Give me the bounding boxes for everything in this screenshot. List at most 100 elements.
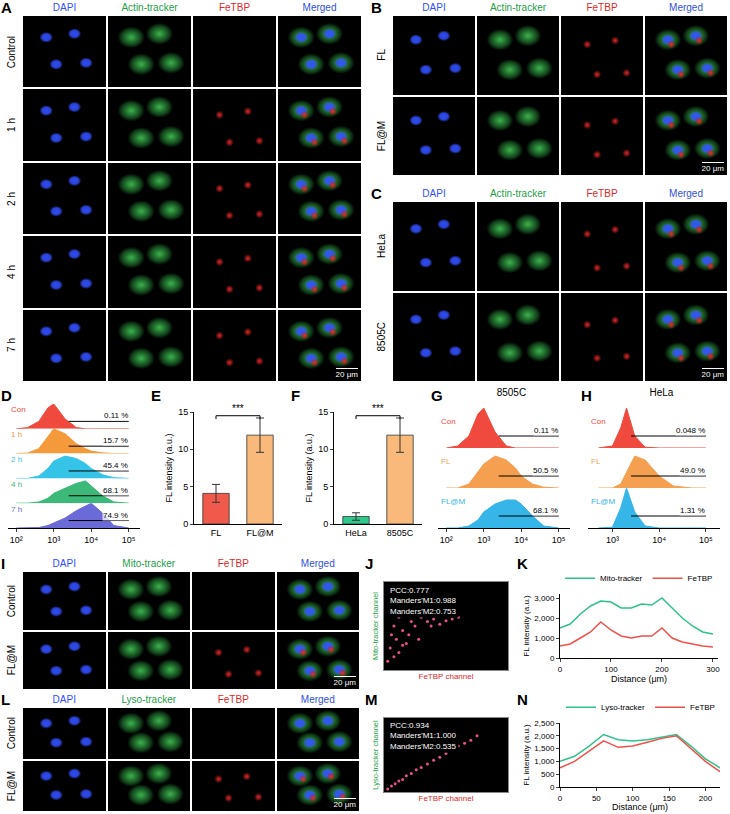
svg-text:68.1 %: 68.1 % [103,486,128,495]
svg-text:FeTBP channel: FeTBP channel [419,794,474,803]
svg-text:0: 0 [550,654,555,663]
svg-text:FL: FL [591,457,601,466]
svg-text:Mito-tracker channel: Mito-tracker channel [371,592,380,660]
html-text:FL@M: FL@M [375,120,387,151]
svg-text:200: 200 [699,794,713,803]
svg-text:10³: 10³ [47,535,60,545]
html-text:7 h: 7 h [5,338,17,353]
svg-text:0.11 %: 0.11 % [534,426,558,435]
svg-text:10⁵: 10⁵ [122,535,136,545]
svg-text:Lyso-tracker channel: Lyso-tracker channel [371,720,380,790]
svg-text:FeTBP: FeTBP [690,703,715,712]
html-text:1 h: 1 h [5,118,17,132]
svg-text:15.7 %: 15.7 % [103,436,128,445]
html-text:4 h: 4 h [5,264,17,279]
svg-text:2,000: 2,000 [534,614,555,623]
svg-text:***: *** [232,403,244,414]
svg-text:***: *** [372,403,384,414]
svg-text:150: 150 [662,794,676,803]
svg-text:10⁴: 10⁴ [652,535,666,545]
html-text:FL: FL [375,49,387,62]
svg-text:Lyso-tracker: Lyso-tracker [601,703,645,712]
svg-text:0.048 %: 0.048 % [676,426,705,435]
svg-text:10⁴: 10⁴ [514,535,528,545]
svg-text:2,000: 2,000 [534,732,555,741]
html-text:Control: Control [5,717,17,750]
svg-text:5: 5 [183,482,188,492]
svg-text:PCC:0.777Manders'M1:0.988Mande: PCC:0.777Manders'M1:0.988Manders'M2:0.75… [390,586,457,616]
svg-text:FL: FL [211,528,222,538]
html-text:Control: Control [5,35,17,68]
svg-text:1.31 %: 1.31 % [680,506,705,515]
svg-text:100: 100 [626,794,640,803]
svg-text:49.0 %: 49.0 % [680,466,705,475]
svg-text:5: 5 [323,482,328,492]
svg-text:10³: 10³ [477,535,490,545]
svg-text:0: 0 [558,794,563,803]
svg-text:0: 0 [550,783,555,792]
svg-text:0: 0 [558,665,563,674]
svg-text:45.4 %: 45.4 % [103,461,128,470]
svg-text:FL intensity (a.u.): FL intensity (a.u.) [522,595,531,657]
html-text:A: A [1,0,12,16]
svg-text:10⁵: 10⁵ [552,535,566,545]
svg-text:FL intensity (a.u.): FL intensity (a.u.) [522,724,531,786]
html-text:FL@M: FL@M [5,645,17,676]
svg-text:50.5 %: 50.5 % [533,466,558,475]
svg-text:Con: Con [591,417,606,426]
svg-text:200: 200 [655,665,669,674]
html-text:HeLa: HeLa [375,234,387,259]
svg-text:HeLa: HeLa [345,528,367,538]
svg-text:FL@M: FL@M [441,497,465,506]
svg-text:HeLa: HeLa [649,388,673,398]
svg-text:15: 15 [318,407,328,417]
html-text:Control: Control [5,584,17,617]
svg-text:10⁵: 10⁵ [699,535,713,545]
svg-text:7 h: 7 h [11,505,22,514]
html-text:M: M [365,691,378,708]
svg-text:FeTBP: FeTBP [688,574,713,583]
svg-text:74.9 %: 74.9 % [103,511,128,520]
svg-text:8505C: 8505C [387,528,414,538]
svg-text:4 h: 4 h [11,480,22,489]
svg-text:1,000: 1,000 [534,757,555,766]
svg-text:1,500: 1,500 [534,744,555,753]
svg-text:FL intensity (a.u.): FL intensity (a.u.) [304,433,314,502]
svg-text:1,000: 1,000 [534,634,555,643]
svg-text:Con: Con [11,405,26,414]
html-text:2 h: 2 h [5,191,17,206]
svg-text:Mito-tracker: Mito-tracker [600,574,643,583]
svg-text:300: 300 [706,665,720,674]
html-text:FL@M: FL@M [5,770,17,801]
svg-text:8505C: 8505C [497,388,526,398]
html-text:8505C: 8505C [375,322,387,352]
svg-text:50: 50 [592,794,601,803]
svg-text:FL@M: FL@M [246,528,273,538]
html-text:G: G [431,387,443,404]
svg-text:100: 100 [604,665,618,674]
svg-text:0: 0 [183,519,188,529]
svg-text:10²: 10² [440,535,453,545]
svg-text:2 h: 2 h [11,455,22,464]
svg-text:FeTBP channel: FeTBP channel [419,672,474,681]
svg-text:68.1 %: 68.1 % [533,506,558,515]
svg-text:1 h: 1 h [11,430,22,439]
svg-text:10⁴: 10⁴ [84,535,98,545]
svg-text:15: 15 [178,407,188,417]
svg-text:FL intensity (a.u.): FL intensity (a.u.) [164,433,174,502]
svg-text:PCC:0.934Manders'M1:1.000Mande: PCC:0.934Manders'M1:1.000Manders'M2:0.53… [390,721,457,751]
svg-text:FL@M: FL@M [591,497,615,506]
svg-text:10: 10 [318,444,328,454]
svg-text:500: 500 [541,770,555,779]
svg-text:Distance (μm): Distance (μm) [612,802,668,812]
svg-text:Distance (μm): Distance (μm) [611,674,667,684]
svg-text:10³: 10³ [606,535,619,545]
svg-text:2,500: 2,500 [534,719,555,728]
svg-text:Con: Con [441,417,456,426]
svg-text:0: 0 [323,519,328,529]
svg-text:0.11 %: 0.11 % [104,411,128,420]
svg-text:10: 10 [178,444,188,454]
svg-text:10²: 10² [10,535,23,545]
svg-text:3,000: 3,000 [534,594,555,603]
svg-text:FL: FL [441,457,451,466]
